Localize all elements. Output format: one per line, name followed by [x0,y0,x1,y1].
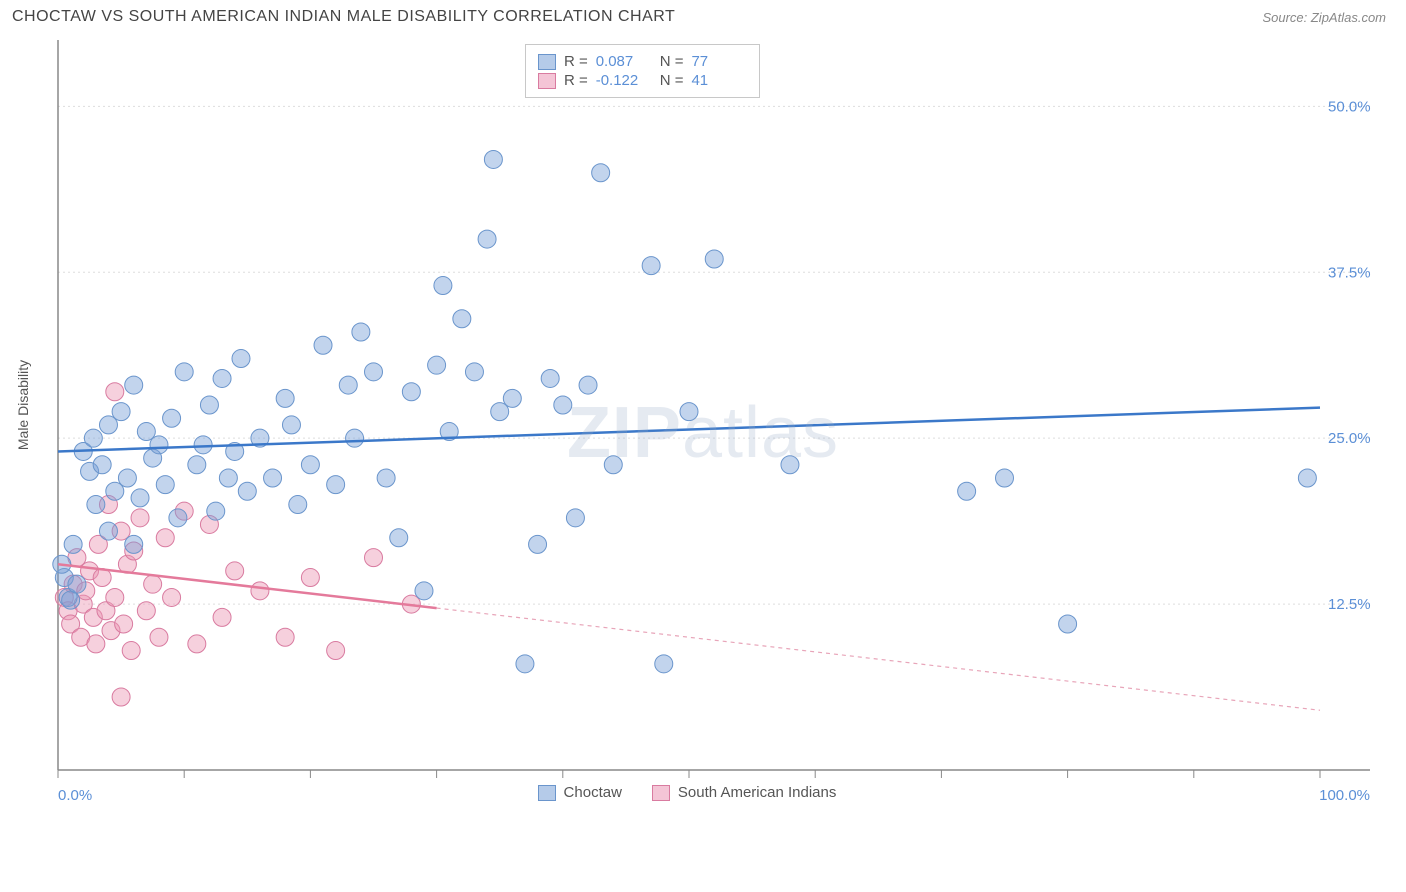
legend-swatch [652,785,670,801]
r-value: 0.087 [596,53,652,70]
chart-title: CHOCTAW VS SOUTH AMERICAN INDIAN MALE DI… [12,8,675,26]
series-label: Choctaw [564,784,622,801]
stats-legend: R = 0.087 N = 77 R = -0.122 N = 41 [525,44,761,98]
series-legend-item: South American Indians [652,784,836,801]
svg-text:25.0%: 25.0% [1328,430,1371,447]
legend-swatch [538,73,556,89]
n-value: 77 [691,53,747,70]
title-bar: CHOCTAW VS SOUTH AMERICAN INDIAN MALE DI… [0,0,1406,30]
chart-container: 12.5% 25.0% 37.5% 50.0% 0.0% 100.0% Male Disab… [10,30,1396,870]
n-label: N = [660,53,684,70]
series-label: South American Indians [678,784,836,801]
series-legend-item: Choctaw [538,784,622,801]
svg-text:12.5%: 12.5% [1328,596,1371,613]
series-legend: Choctaw South American Indians [538,784,837,801]
r-label: R = [564,72,588,89]
legend-swatch [538,54,556,70]
svg-text:100.0%: 100.0% [1319,787,1370,804]
svg-text:37.5%: 37.5% [1328,264,1371,281]
svg-text:0.0%: 0.0% [58,787,92,804]
stats-legend-row: R = -0.122 N = 41 [538,72,748,89]
r-value: -0.122 [596,72,652,89]
n-value: 41 [691,72,747,89]
stats-legend-row: R = 0.087 N = 77 [538,53,748,70]
legend-swatch [538,785,556,801]
n-label: N = [660,72,684,89]
svg-text:Male Disability: Male Disability [15,360,31,450]
scatter-chart: 12.5% 25.0% 37.5% 50.0% 0.0% 100.0% Male Disab… [10,30,1396,870]
r-label: R = [564,53,588,70]
source-label: Source: ZipAtlas.com [1262,10,1386,25]
svg-text:50.0%: 50.0% [1328,98,1371,115]
